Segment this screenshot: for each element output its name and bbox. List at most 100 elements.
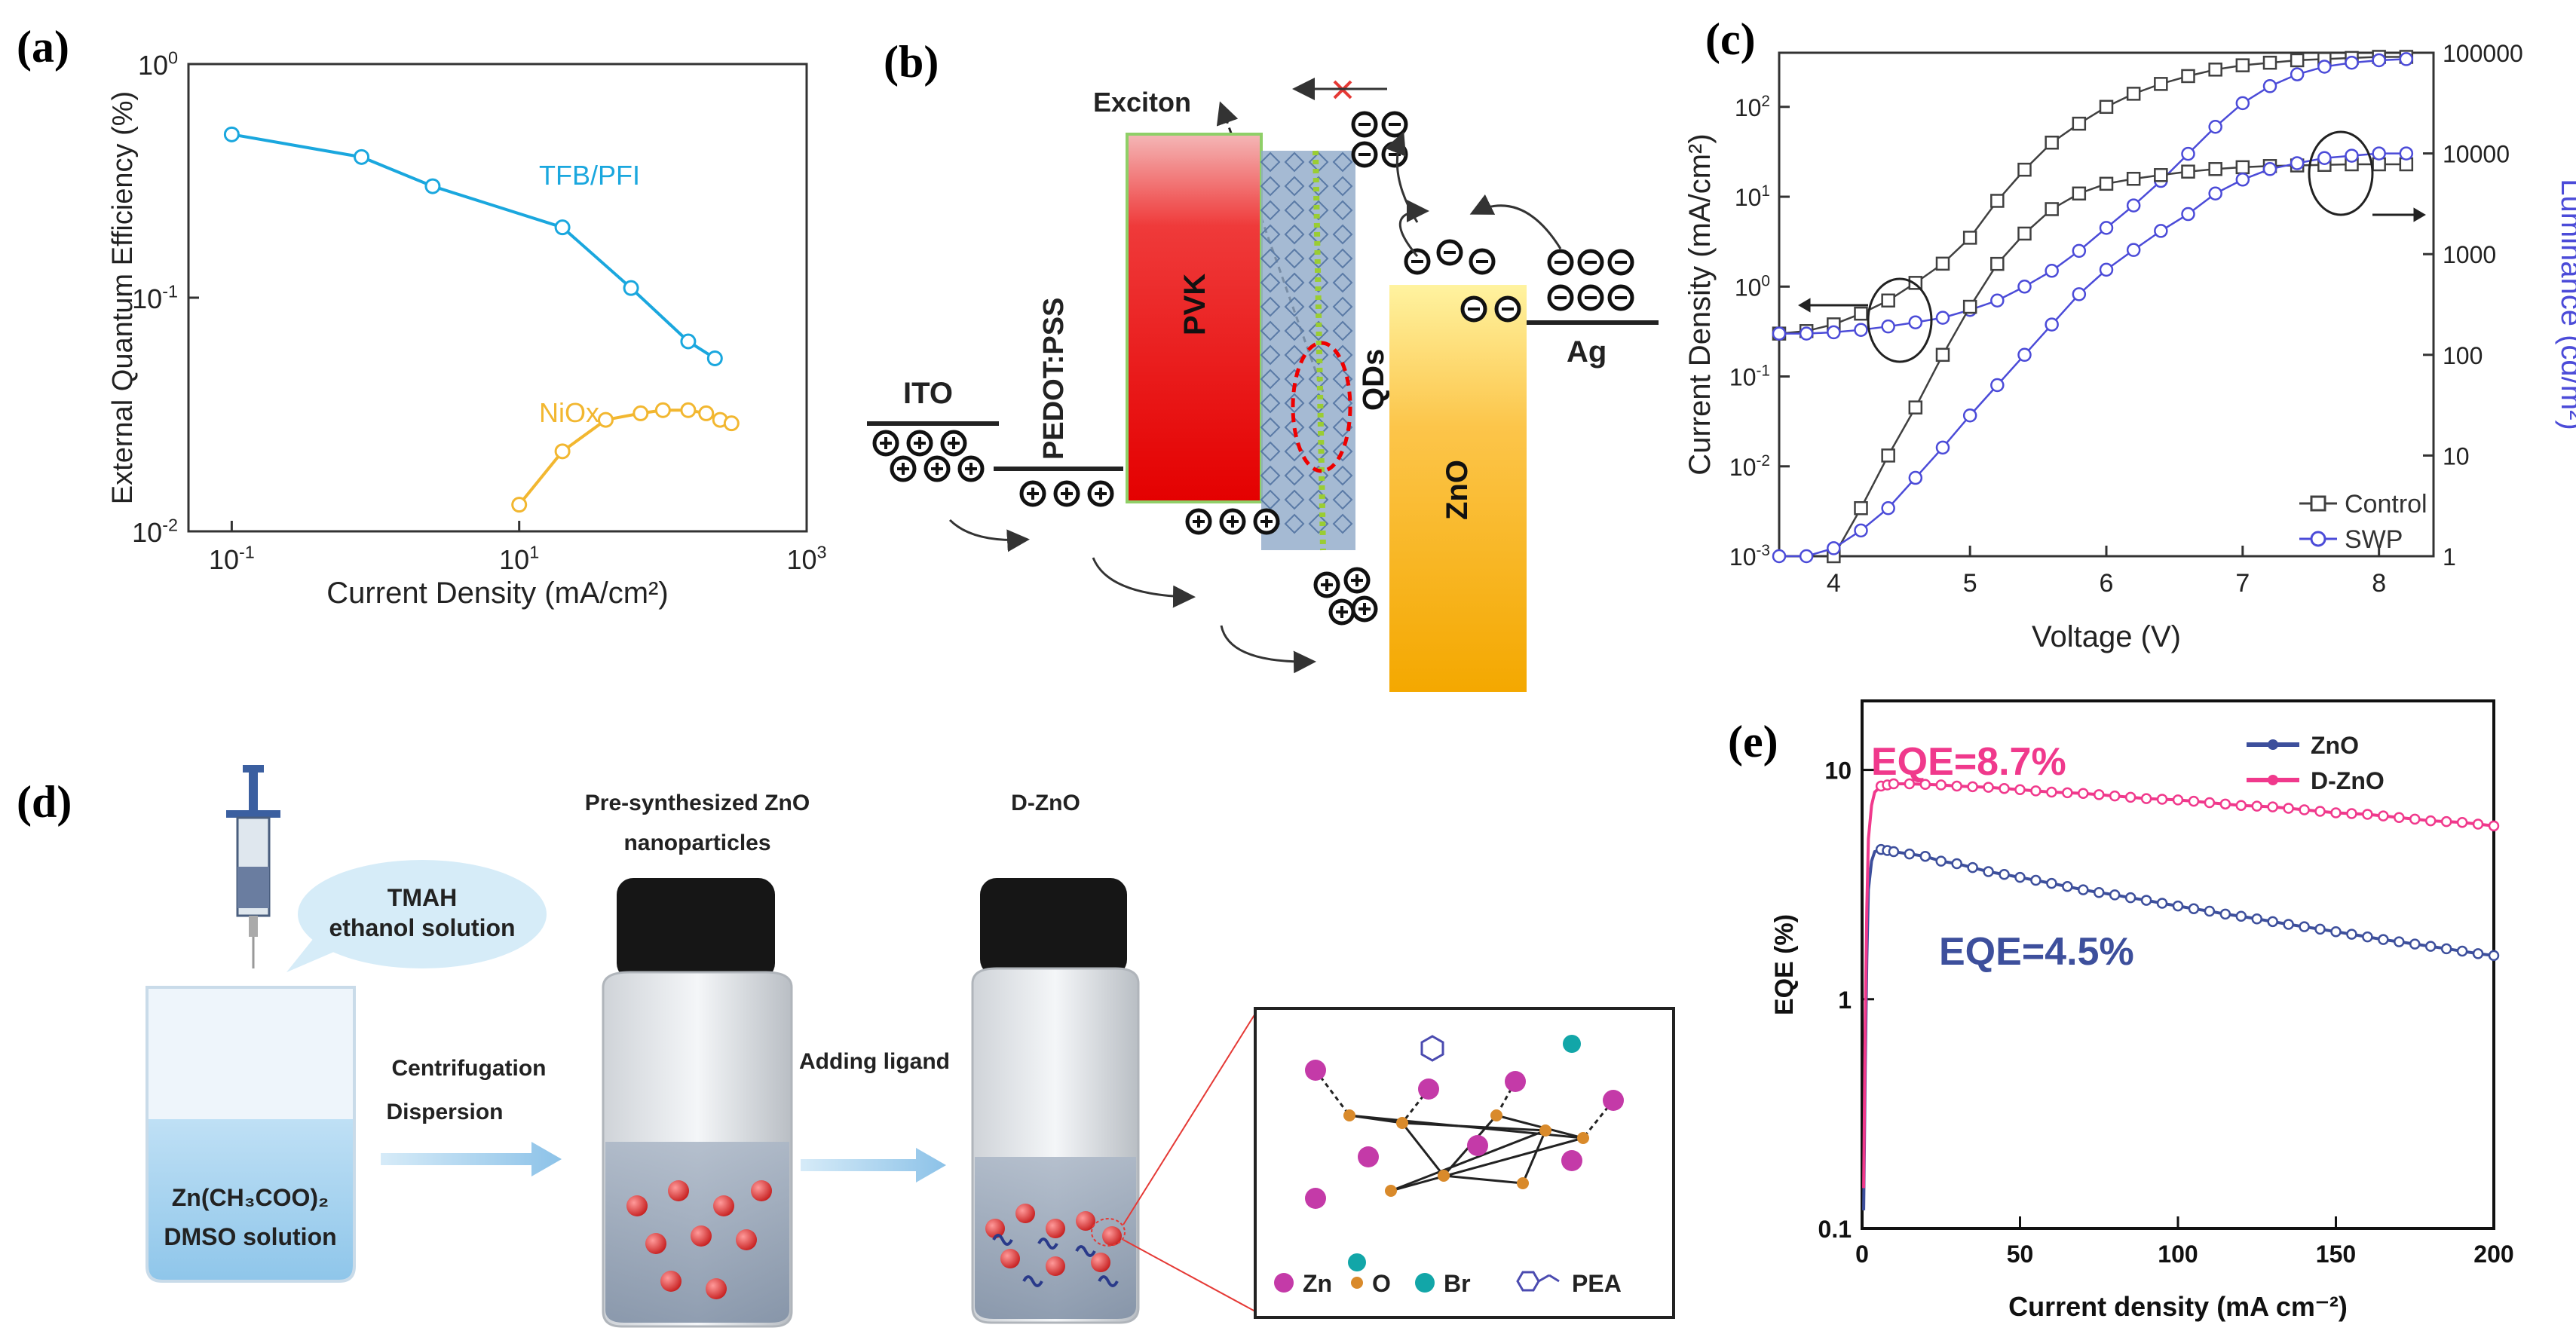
transport-arrows (948, 131, 1562, 674)
series-label-tfb: TFB/PFI (539, 160, 640, 191)
bond (1390, 1129, 1546, 1192)
data-point (1827, 325, 1841, 340)
data-point (2045, 135, 2059, 150)
data-point (2072, 186, 2087, 201)
data-point (680, 402, 697, 418)
data-point (2208, 186, 2222, 201)
energy-diagram-b: Exciton ITO PEDOT:PSS PVK QDs ZnO Ag (867, 78, 1659, 692)
data-point (2267, 916, 2278, 928)
data-point (2078, 788, 2089, 799)
qd-cell (1308, 248, 1329, 269)
data-point (2045, 317, 2059, 332)
br-atom (1563, 1035, 1581, 1053)
x-tick-label: 8 (2372, 569, 2386, 598)
y2-axis-label: Luminance (cd/m²) (2555, 179, 2576, 430)
data-point (554, 219, 571, 236)
x-tick-label: 4 (1827, 569, 1841, 598)
nanoparticle (706, 1278, 727, 1299)
bond (1401, 1122, 1445, 1176)
pea-molecule (1420, 1035, 1444, 1062)
process-arrow-1 (381, 1142, 562, 1176)
qd-cell (1332, 465, 1353, 486)
data-point (1904, 778, 1916, 790)
data-point (2456, 817, 2468, 828)
qd-cell (1284, 513, 1305, 534)
qd-cell (1284, 272, 1305, 293)
data-point (1935, 311, 1950, 325)
data-point (1908, 315, 1923, 329)
nanoparticles-ligand (985, 1204, 1122, 1287)
dmso-label: DMSO solution (164, 1223, 336, 1250)
data-point (2154, 77, 2168, 91)
data-point (723, 415, 740, 432)
data-point (1990, 194, 2005, 208)
ligand (1075, 1245, 1096, 1257)
data-point (2372, 53, 2386, 68)
data-point (2262, 55, 2277, 70)
zn-atom (1418, 1078, 1439, 1100)
data-point (2235, 173, 2250, 187)
series-label-niox: NiOx (539, 397, 599, 428)
data-point (2099, 221, 2114, 235)
data-point (1854, 523, 1868, 538)
structure-bonds (1314, 1069, 1615, 1192)
data-point (2188, 795, 2200, 807)
data-point (2362, 809, 2373, 820)
data-point (2181, 146, 2195, 161)
data-point (2014, 871, 2026, 883)
data-point (2251, 800, 2262, 812)
data-point (2099, 176, 2114, 191)
y-tick-label: 100 (138, 48, 178, 81)
data-point (2290, 67, 2305, 81)
data-point (2204, 797, 2216, 809)
y-tick-label: 10-1 (132, 282, 178, 314)
pre-synth-title: Pre-synthesized ZnO (585, 791, 810, 815)
qd-cell (1308, 200, 1329, 221)
data-point (1935, 256, 1950, 271)
o-atom (1539, 1124, 1551, 1137)
y2-tick-label: 100 (2443, 342, 2483, 369)
y-axis-label: External Quantum Efficiency (%) (107, 91, 139, 504)
data-point (2235, 58, 2250, 72)
y-tick-labels: 0.1 1 10 (1818, 757, 1852, 1243)
data-point (2062, 787, 2073, 799)
ligand (992, 1234, 1013, 1246)
o-atom (1517, 1177, 1529, 1189)
zn-atom (1505, 1071, 1526, 1092)
legend-br: Br (1444, 1270, 1471, 1297)
ligand (1098, 1275, 1119, 1287)
data-point (2181, 69, 2195, 84)
data-point (1881, 319, 1895, 334)
y2-tick-labels: 1 10 100 1000 10000 100000 (2443, 40, 2523, 571)
y-axis-label: EQE (%) (1770, 914, 1799, 1015)
data-point (2062, 881, 2073, 892)
data-point (2314, 806, 2326, 817)
data-point (1962, 408, 1977, 423)
data-point (2030, 874, 2042, 886)
nanoparticle (1046, 1219, 1065, 1238)
legend: Control SWP (2299, 490, 2427, 554)
data-point (2072, 243, 2087, 259)
data-point (2094, 789, 2105, 800)
legend-swp: SWP (2345, 525, 2403, 554)
pvk-label: PVK (1178, 274, 1211, 335)
data-point (2124, 892, 2136, 904)
data-point (2156, 794, 2168, 805)
series-line (1779, 58, 2406, 335)
panel-label-c: (c) (1705, 14, 1756, 64)
axis-ticks (188, 63, 808, 533)
o-atom (1577, 1132, 1589, 1144)
data-point (2399, 52, 2414, 66)
qd-cell (1332, 224, 1353, 245)
data-point (2045, 264, 2059, 278)
data-point (354, 148, 370, 165)
y-tick-label: 1 (1838, 987, 1852, 1014)
qd-cell (1332, 369, 1353, 390)
data-point (1881, 448, 1895, 463)
data-point (2235, 800, 2247, 811)
panel-label-e: (e) (1728, 717, 1778, 766)
ligand (1037, 1238, 1058, 1250)
data-point (2283, 919, 2294, 930)
nanoparticle (1000, 1249, 1020, 1268)
schematic-d: TMAH ethanol solution Zn(CH₃COO)₂ DMSO s… (145, 765, 1675, 1328)
